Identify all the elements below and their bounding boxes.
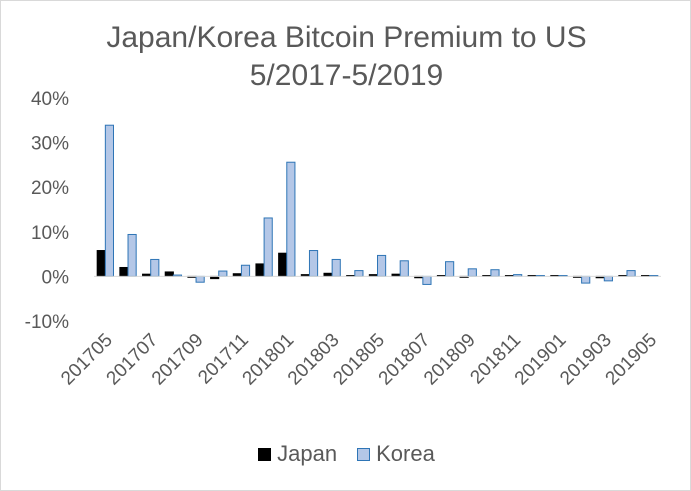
bar-korea-201806 [399, 260, 409, 277]
chart-title-line-2: 5/2017-5/2019 [249, 59, 444, 92]
chart-title: Japan/Korea Bitcoin Premium to US 5/2017… [1, 19, 691, 95]
y-tick-label: 20% [31, 178, 69, 199]
bar-korea-201710 [218, 270, 228, 277]
legend: Japan Korea [1, 441, 691, 467]
x-tick-label: 201709 [148, 330, 208, 390]
bar-korea-201807 [422, 275, 432, 285]
bar-korea-201804 [354, 270, 364, 277]
bar-korea-201805 [377, 254, 387, 277]
bar-korea-201711 [240, 264, 251, 277]
legend-label-korea: Korea [376, 441, 435, 466]
bar-korea-201706 [127, 233, 137, 277]
bar-korea-201810 [490, 269, 500, 277]
chart-title-line-1: Japan/Korea Bitcoin Premium to US [106, 21, 587, 54]
bar-korea-201803 [331, 258, 341, 277]
bar-korea-201802 [308, 250, 319, 277]
legend-swatch-korea [357, 447, 371, 461]
bar-korea-201712 [263, 217, 273, 277]
bar-japan-201712 [255, 263, 265, 277]
bars [96, 124, 659, 285]
y-tick-label: 40% [31, 89, 69, 110]
y-axis-tick-labels: -10% 0% 10% 20% 30% 40% [25, 89, 69, 333]
x-axis-tick-labels: 2017052017072017092017112018012018032018… [57, 330, 661, 390]
bar-japan-201705 [96, 250, 106, 277]
bar-korea-201902 [581, 275, 591, 284]
y-tick-label: -10% [25, 312, 69, 333]
x-tick-label: 201905 [602, 330, 662, 390]
legend-item-korea: Korea [357, 441, 435, 467]
y-tick-label: 30% [31, 134, 69, 155]
legend-label-japan: Japan [277, 441, 338, 466]
y-tick-label: 10% [31, 223, 69, 244]
bar-korea-201709 [195, 275, 205, 283]
bar-korea-201904 [626, 270, 636, 277]
bar-korea-201705 [104, 124, 114, 277]
legend-item-japan: Japan [258, 441, 337, 467]
bar-japan-201708 [164, 271, 174, 277]
bar-korea-201707 [150, 258, 160, 277]
bar-japan-201706 [119, 266, 129, 277]
y-tick-label: 0% [42, 267, 70, 288]
x-tick-label: 201809 [420, 330, 480, 390]
bar-korea-201903 [603, 275, 613, 282]
bar-korea-201801 [286, 161, 296, 277]
bar-japan-201801 [278, 252, 288, 277]
legend-swatch-japan [258, 447, 272, 461]
bar-korea-201808 [445, 261, 455, 277]
bar-korea-201809 [467, 268, 477, 277]
